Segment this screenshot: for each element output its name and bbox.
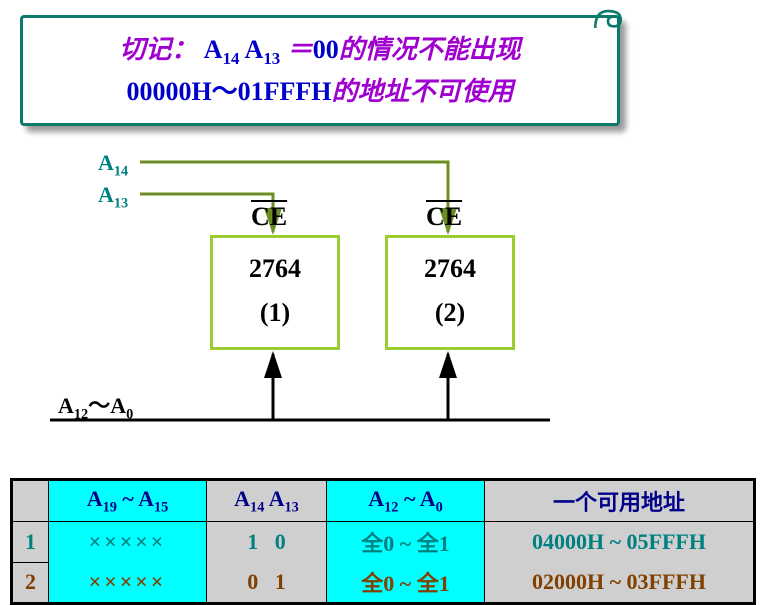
addr-bus-label: A12～A0 xyxy=(58,388,133,423)
chip-1: 2764 (1) xyxy=(210,235,340,350)
row1-dc: ××××× xyxy=(49,522,207,563)
memory-diagram: A14 A13 CE CE 2764 (1) xyxy=(30,140,590,460)
th-a14-a13: A14 A13 xyxy=(207,481,327,522)
chip-2-id: (2) xyxy=(388,298,512,328)
note-suffix2: 的地址不可使用 xyxy=(332,77,514,106)
th-addr: 一个可用地址 xyxy=(485,481,754,522)
note-prefix: 切记： xyxy=(119,35,197,64)
scroll-icon xyxy=(591,2,625,32)
row1-range: 全0 ~ 全1 xyxy=(327,522,485,563)
row2-addr: 02000H ~ 03FFFH xyxy=(485,562,754,603)
row1-id: 1 xyxy=(13,522,49,563)
table-header-row: A19 ~ A15 A14 A13 A12 ~ A0 一个可用地址 xyxy=(13,481,754,522)
th-blank xyxy=(13,481,49,522)
row2-sel: 0 1 xyxy=(207,562,327,603)
note-suffix1: 的情况不能出现 xyxy=(339,35,521,64)
warning-note: 切记： A14 A13 ＝00的情况不能出现 00000H～01FFFH的地址不… xyxy=(20,15,620,126)
th-a19-a15: A19 ~ A15 xyxy=(49,481,207,522)
table: A19 ~ A15 A14 A13 A12 ~ A0 一个可用地址 1 ××××… xyxy=(12,480,754,603)
row2-id: 2 xyxy=(13,562,49,603)
note-zeros: 00 xyxy=(313,35,339,64)
ce-label-2: CE xyxy=(426,202,462,232)
chip-1-number: 2764 xyxy=(213,254,337,284)
th-a12-a0: A12 ~ A0 xyxy=(327,481,485,522)
table-row: 2 ××××× 0 1 全0 ~ 全1 02000H ~ 03FFFH xyxy=(13,562,754,603)
note-range: 00000H～01FFFH xyxy=(126,77,331,106)
row2-range: 全0 ~ 全1 xyxy=(327,562,485,603)
row2-dc: ××××× xyxy=(49,562,207,603)
note-a14: A14 A13 xyxy=(204,35,287,64)
table-row: 1 ××××× 1 0 全0 ~ 全1 04000H ~ 05FFFH xyxy=(13,522,754,563)
row1-sel: 1 0 xyxy=(207,522,327,563)
note-line-2: 00000H～01FFFH的地址不可使用 xyxy=(41,72,599,111)
chip-2: 2764 (2) xyxy=(385,235,515,350)
row1-addr: 04000H ~ 05FFFH xyxy=(485,522,754,563)
note-line-1: 切记： A14 A13 ＝00的情况不能出现 xyxy=(41,30,599,72)
address-table: A19 ~ A15 A14 A13 A12 ~ A0 一个可用地址 1 ××××… xyxy=(10,478,756,605)
note-eq: ＝ xyxy=(287,35,313,64)
chip-1-id: (1) xyxy=(213,298,337,328)
chip-2-number: 2764 xyxy=(388,254,512,284)
ce-label-1: CE xyxy=(251,202,287,232)
